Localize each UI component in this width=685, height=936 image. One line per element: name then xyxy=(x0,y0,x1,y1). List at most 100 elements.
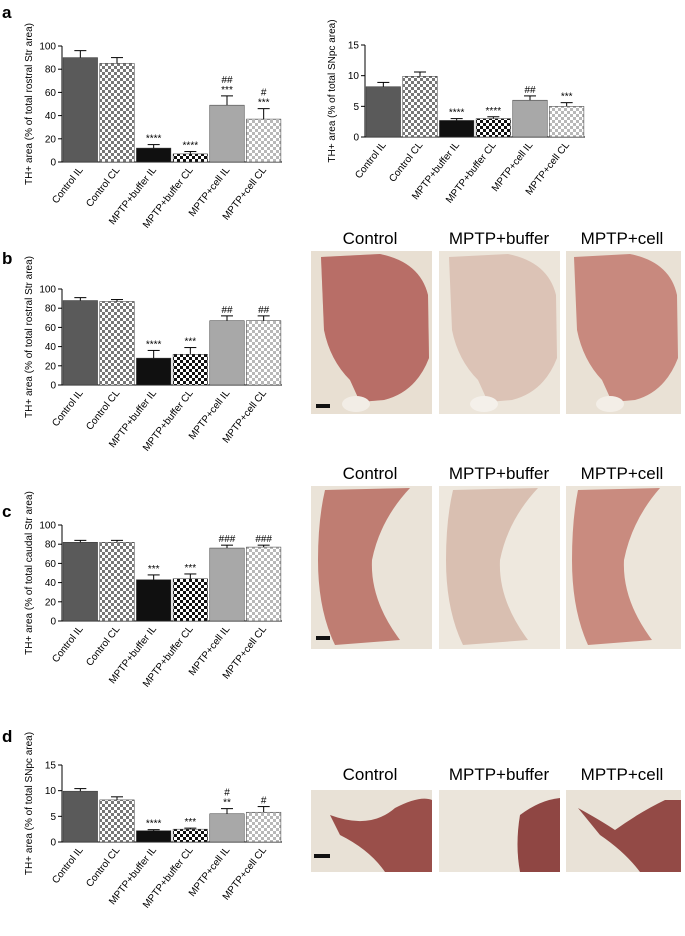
category-label: Control IL xyxy=(50,388,86,429)
bar xyxy=(549,106,585,138)
significance-label: ## xyxy=(221,305,233,316)
bar xyxy=(475,118,511,138)
y-axis-label: TH+ area (% of total rostral Str area) xyxy=(24,23,35,185)
category-label: Control CL xyxy=(84,845,122,890)
y-tick-label: 40 xyxy=(45,111,57,122)
bar xyxy=(99,542,135,622)
significance-label: ### xyxy=(219,534,236,545)
y-tick-label: 0 xyxy=(353,133,359,144)
micrograph-row-d xyxy=(311,790,681,872)
micrograph-d-mptp-cell xyxy=(566,790,681,872)
y-tick-label: 10 xyxy=(45,786,57,797)
micrograph-row-c xyxy=(311,486,681,649)
significance-label: **** xyxy=(449,108,465,119)
significance-label: ### xyxy=(255,534,272,545)
column-title-mptp-cell-d: MPTP+cell xyxy=(581,765,664,784)
y-tick-label: 100 xyxy=(39,285,56,296)
significance-label: ## xyxy=(221,75,233,86)
y-axis-label: TH+ area (% of total caudal Str area) xyxy=(24,491,35,655)
significance-label: *** xyxy=(184,817,196,828)
bar-chart-b: 0 20 40 60 80 100 TH+ area (% of total rostral… xyxy=(24,256,282,454)
micrograph-titles-d: Control MPTP+buffer MPTP+cell xyxy=(343,765,664,784)
column-title-mptp-buffer-d: MPTP+buffer xyxy=(449,765,550,784)
y-tick-label: 100 xyxy=(39,42,56,53)
bar xyxy=(439,120,475,138)
y-tick-label: 20 xyxy=(45,134,57,145)
bar-chart-c: 0 20 40 60 80 100 TH+ area (% of total caudal … xyxy=(24,491,282,690)
y-tick-label: 15 xyxy=(45,761,57,772)
category-label: Control IL xyxy=(50,624,86,665)
bar-chart-a-snpc: 0 5 10 15 TH+ area (% of total SNpc area) Con… xyxy=(327,19,585,206)
y-tick-label: 20 xyxy=(45,361,57,372)
y-tick-label: 80 xyxy=(45,540,57,551)
micrograph-d-control xyxy=(311,790,432,872)
bar xyxy=(99,301,135,386)
panel-label-d: d xyxy=(2,727,12,746)
bar xyxy=(246,811,282,843)
y-axis-label: TH+ area (% of total rostral Str area) xyxy=(24,256,35,418)
column-title-control-b: Control xyxy=(343,229,398,248)
bar xyxy=(209,320,245,386)
bar xyxy=(209,104,245,163)
significance-label: ## xyxy=(524,85,536,96)
bar xyxy=(136,147,172,163)
bar xyxy=(136,579,172,622)
significance-label: **** xyxy=(146,134,162,145)
significance-label: ** xyxy=(223,798,231,809)
bar xyxy=(246,546,282,622)
significance-label: *** xyxy=(184,337,196,348)
panel-label-c: c xyxy=(2,502,11,521)
bar xyxy=(246,320,282,386)
bar xyxy=(62,542,98,622)
scale-bar xyxy=(314,854,330,858)
bar-chart-d: 0 5 10 15 TH+ area (% of total SNpc area) Con… xyxy=(24,732,282,911)
y-tick-label: 40 xyxy=(45,578,57,589)
micrograph-titles-c: Control MPTP+buffer MPTP+cell xyxy=(343,464,664,483)
bar xyxy=(172,153,208,163)
significance-label: **** xyxy=(146,819,162,830)
significance-label: *** xyxy=(221,85,233,96)
bar xyxy=(246,118,282,163)
bar xyxy=(136,830,172,843)
scale-bar xyxy=(316,404,330,408)
micrograph-titles-b: Control MPTP+buffer MPTP+cell xyxy=(343,229,664,248)
y-tick-label: 100 xyxy=(39,521,56,532)
bar-chart-a-striatum: 0 20 40 60 80 100 TH+ area (% of total rostral… xyxy=(24,23,282,231)
bar xyxy=(99,799,135,843)
column-title-control-c: Control xyxy=(343,464,398,483)
bar xyxy=(172,354,208,386)
column-title-mptp-buffer-b: MPTP+buffer xyxy=(449,229,550,248)
y-tick-label: 80 xyxy=(45,304,57,315)
category-label: Control IL xyxy=(50,845,86,886)
column-title-mptp-cell-b: MPTP+cell xyxy=(581,229,664,248)
category-label: Control CL xyxy=(84,624,122,669)
bar xyxy=(172,578,208,622)
significance-label: # xyxy=(224,788,230,799)
bar xyxy=(62,57,98,163)
micrograph-c-mptp-buffer xyxy=(439,486,560,649)
y-tick-label: 80 xyxy=(45,65,57,76)
micrograph-c-mptp-cell xyxy=(566,486,681,649)
bar xyxy=(136,357,172,386)
significance-label: *** xyxy=(258,98,270,109)
y-tick-label: 0 xyxy=(50,838,56,849)
micrograph-d-mptp-buffer xyxy=(439,790,560,872)
micrograph-b-mptp-buffer xyxy=(439,251,560,414)
bar xyxy=(209,547,245,622)
bar xyxy=(172,828,208,843)
bar xyxy=(62,790,98,843)
column-title-mptp-buffer-c: MPTP+buffer xyxy=(449,464,550,483)
y-axis-label: TH+ area (% of total SNpc area) xyxy=(24,732,35,875)
micrograph-c-control xyxy=(311,486,432,649)
significance-label: **** xyxy=(183,141,199,152)
significance-label: *** xyxy=(148,564,160,575)
y-tick-label: 15 xyxy=(348,41,360,52)
category-label: Control IL xyxy=(50,165,86,206)
significance-label: *** xyxy=(184,563,196,574)
micrograph-b-control xyxy=(311,251,432,414)
y-tick-label: 10 xyxy=(348,71,360,82)
significance-label: # xyxy=(261,796,267,807)
category-label: Control IL xyxy=(353,140,389,181)
y-tick-label: 5 xyxy=(50,812,56,823)
micrograph-row-b xyxy=(311,251,681,414)
